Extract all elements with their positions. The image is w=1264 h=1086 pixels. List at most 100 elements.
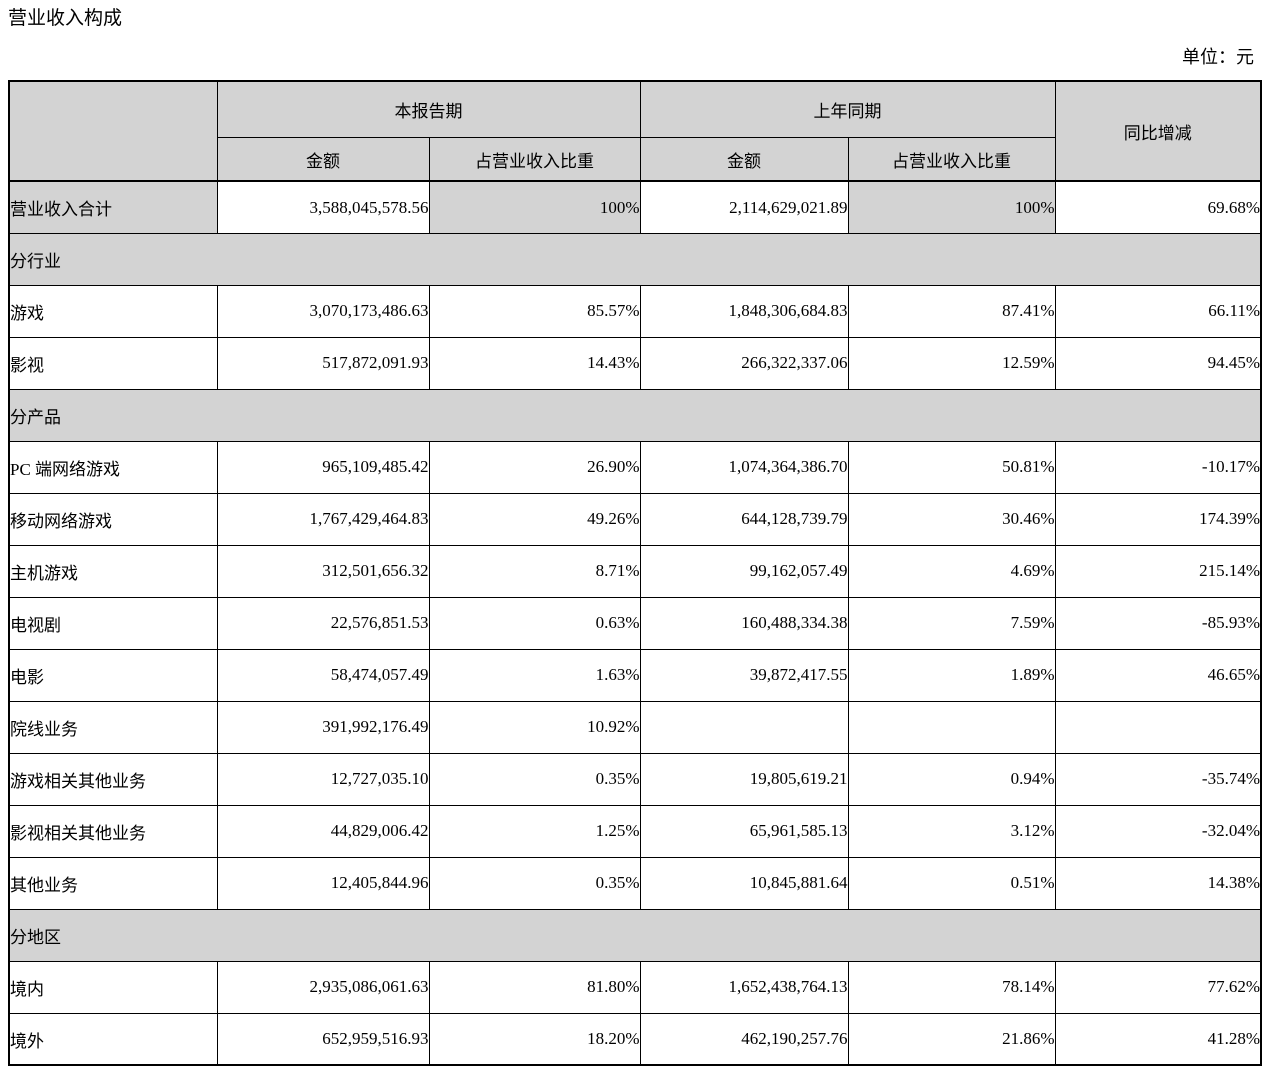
prior-pct-cell: 0.51%	[847, 856, 1056, 910]
prior-amount-cell: 1,074,364,386.70	[639, 440, 849, 494]
section-label: 分地区	[8, 908, 1262, 962]
table-row-total: 营业收入合计 3,588,045,578.56 100% 2,114,629,0…	[8, 180, 1262, 234]
yoy-cell: 14.38%	[1054, 856, 1262, 910]
row-label-cell: 游戏相关其他业务	[8, 752, 218, 806]
yoy-cell: 46.65%	[1054, 648, 1262, 702]
current-pct-cell: 8.71%	[428, 544, 641, 598]
prior-amount-cell	[639, 700, 849, 754]
table-row: 电视剧 22,576,851.53 0.63% 160,488,334.38 7…	[8, 596, 1262, 650]
section-row-region: 分地区	[8, 908, 1262, 962]
current-amount-cell: 391,992,176.49	[216, 700, 430, 754]
current-amount-cell: 58,474,057.49	[216, 648, 430, 702]
current-pct-cell: 0.35%	[428, 752, 641, 806]
section-row-product: 分产品	[8, 388, 1262, 442]
yoy-cell: -10.17%	[1054, 440, 1262, 494]
prior-pct-cell: 12.59%	[847, 336, 1056, 390]
prior-pct-cell: 0.94%	[847, 752, 1056, 806]
row-label-cell: 境外	[8, 1012, 218, 1066]
prior-pct-cell: 87.41%	[847, 284, 1056, 338]
current-amount-cell: 965,109,485.42	[216, 440, 430, 494]
current-amount-cell: 312,501,656.32	[216, 544, 430, 598]
prior-pct-cell: 4.69%	[847, 544, 1056, 598]
current-pct-cell: 18.20%	[428, 1012, 641, 1066]
current-amount-cell: 517,872,091.93	[216, 336, 430, 390]
header-prior-period: 上年同期	[639, 80, 1056, 138]
yoy-cell: 215.14%	[1054, 544, 1262, 598]
row-label-cell: 院线业务	[8, 700, 218, 754]
prior-pct-cell: 100%	[847, 180, 1056, 234]
unit-label: 单位：元	[1182, 46, 1254, 67]
current-amount-cell: 44,829,006.42	[216, 804, 430, 858]
prior-pct-cell: 1.89%	[847, 648, 1056, 702]
header-prior-amount: 金额	[639, 136, 849, 182]
row-label-cell: 电影	[8, 648, 218, 702]
page-title: 营业收入构成	[8, 8, 123, 29]
current-amount-cell: 12,727,035.10	[216, 752, 430, 806]
row-label-cell: 移动网络游戏	[8, 492, 218, 546]
prior-pct-cell: 3.12%	[847, 804, 1056, 858]
revenue-composition-table: 本报告期 上年同期 同比增减 金额 占营业收入比重 金额 占营业收入比重 营业收…	[8, 80, 1262, 1067]
prior-amount-cell: 1,652,438,764.13	[639, 960, 849, 1014]
current-pct-cell: 0.63%	[428, 596, 641, 650]
table-row: PC 端网络游戏 965,109,485.42 26.90% 1,074,364…	[8, 440, 1262, 494]
prior-pct-cell: 21.86%	[847, 1012, 1056, 1066]
prior-amount-cell: 65,961,585.13	[639, 804, 849, 858]
header-row-periods: 本报告期 上年同期 同比增减	[8, 80, 1262, 182]
prior-pct-cell: 78.14%	[847, 960, 1056, 1014]
current-amount-cell: 12,405,844.96	[216, 856, 430, 910]
current-amount-cell: 22,576,851.53	[216, 596, 430, 650]
header-current-amount: 金额	[216, 136, 430, 182]
row-label-cell: 境内	[8, 960, 218, 1014]
table-row: 主机游戏 312,501,656.32 8.71% 99,162,057.49 …	[8, 544, 1262, 598]
row-label-cell: 游戏	[8, 284, 218, 338]
prior-amount-cell: 462,190,257.76	[639, 1012, 849, 1066]
current-pct-cell: 26.90%	[428, 440, 641, 494]
section-row-industry: 分行业	[8, 232, 1262, 286]
yoy-cell: 41.28%	[1054, 1012, 1262, 1066]
prior-pct-cell: 50.81%	[847, 440, 1056, 494]
row-label-cell: 电视剧	[8, 596, 218, 650]
current-pct-cell: 1.63%	[428, 648, 641, 702]
table-row: 其他业务 12,405,844.96 0.35% 10,845,881.64 0…	[8, 856, 1262, 910]
header-current-pct: 占营业收入比重	[428, 136, 641, 182]
row-label-cell: 主机游戏	[8, 544, 218, 598]
yoy-cell: -85.93%	[1054, 596, 1262, 650]
table-row: 院线业务 391,992,176.49 10.92%	[8, 700, 1262, 754]
yoy-cell: -32.04%	[1054, 804, 1262, 858]
prior-pct-cell: 30.46%	[847, 492, 1056, 546]
row-label-cell: PC 端网络游戏	[8, 440, 218, 494]
current-pct-cell: 85.57%	[428, 284, 641, 338]
header-row-measures: 金额 占营业收入比重 金额 占营业收入比重	[9, 136, 1261, 182]
section-label: 分产品	[8, 388, 1262, 442]
row-label-cell: 影视相关其他业务	[8, 804, 218, 858]
yoy-cell: 174.39%	[1054, 492, 1262, 546]
prior-pct-cell: 7.59%	[847, 596, 1056, 650]
current-amount-cell: 1,767,429,464.83	[216, 492, 430, 546]
current-amount-cell: 3,070,173,486.63	[216, 284, 430, 338]
yoy-cell: -35.74%	[1054, 752, 1262, 806]
header-blank-cell	[8, 80, 218, 182]
prior-amount-cell: 160,488,334.38	[639, 596, 849, 650]
current-pct-cell: 10.92%	[428, 700, 641, 754]
current-amount-cell: 2,935,086,061.63	[216, 960, 430, 1014]
prior-amount-cell: 19,805,619.21	[639, 752, 849, 806]
yoy-cell: 77.62%	[1054, 960, 1262, 1014]
current-pct-cell: 81.80%	[428, 960, 641, 1014]
yoy-cell	[1054, 700, 1262, 754]
current-pct-cell: 1.25%	[428, 804, 641, 858]
table-row: 移动网络游戏 1,767,429,464.83 49.26% 644,128,7…	[8, 492, 1262, 546]
table-row: 电影 58,474,057.49 1.63% 39,872,417.55 1.8…	[8, 648, 1262, 702]
header-yoy: 同比增减	[1054, 80, 1262, 182]
row-label-cell: 影视	[8, 336, 218, 390]
header-prior-pct: 占营业收入比重	[847, 136, 1056, 182]
current-amount-cell: 652,959,516.93	[216, 1012, 430, 1066]
table-header: 本报告期 上年同期 同比增减 金额 占营业收入比重 金额 占营业收入比重	[8, 80, 1262, 182]
prior-amount-cell: 99,162,057.49	[639, 544, 849, 598]
yoy-cell: 94.45%	[1054, 336, 1262, 390]
yoy-cell: 69.68%	[1054, 180, 1262, 234]
section-label: 分行业	[8, 232, 1262, 286]
table-row: 影视相关其他业务 44,829,006.42 1.25% 65,961,585.…	[8, 804, 1262, 858]
prior-amount-cell: 2,114,629,021.89	[639, 180, 849, 234]
table-row: 影视 517,872,091.93 14.43% 266,322,337.06 …	[8, 336, 1262, 390]
table-row: 游戏相关其他业务 12,727,035.10 0.35% 19,805,619.…	[8, 752, 1262, 806]
